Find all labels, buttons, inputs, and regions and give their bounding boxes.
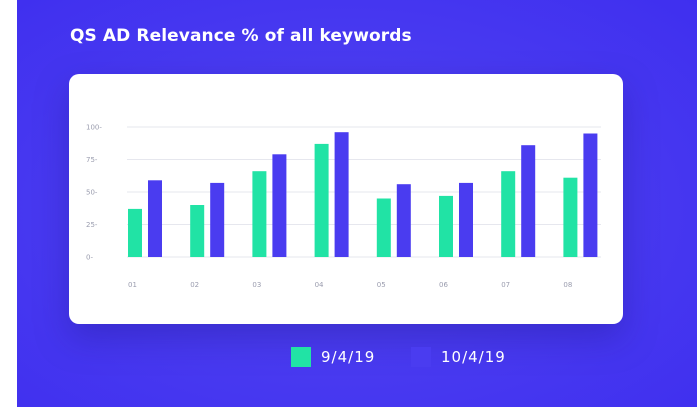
- bar-series-2-06: [459, 182, 473, 257]
- x-tick-label: 08: [563, 281, 572, 289]
- legend-label-series-1: 9/4/19: [321, 348, 376, 366]
- chart-card: 0- 25- 50- 75- 100- 01 02 03 04 05 06 07 08: [69, 74, 623, 324]
- bar-series-1-07: [501, 171, 516, 257]
- y-tick-label: 100-: [86, 124, 102, 132]
- legend-item-series-1: 9/4/19: [291, 344, 375, 370]
- x-tick-label: 02: [190, 281, 199, 289]
- bar-series-2-01: [148, 180, 162, 257]
- bar-chart: 0- 25- 50- 75- 100- 01 02 03 04 05 06 07 08: [86, 124, 601, 289]
- bar-series-2-05: [396, 184, 411, 257]
- x-tick-label: 06: [439, 281, 448, 289]
- bar-series-1-08: [563, 177, 578, 257]
- bar-series-1-03: [252, 171, 267, 257]
- y-tick-label: 25-: [86, 221, 98, 229]
- bar-series-1-01: [128, 208, 142, 257]
- legend-swatch-series-2: [411, 347, 431, 367]
- x-tick-label: 05: [377, 281, 386, 289]
- bar-series-2-08: [583, 133, 598, 257]
- bar-series-1-04: [314, 143, 329, 257]
- x-tick-label: 07: [501, 281, 510, 289]
- bar-series-2-03: [272, 154, 287, 257]
- x-tick-label: 01: [128, 281, 137, 289]
- bar-series-2-07: [521, 145, 536, 257]
- bar-series-1-02: [190, 205, 205, 257]
- legend-swatch-series-1: [291, 347, 311, 367]
- legend: 9/4/19 10/4/19: [0, 344, 697, 370]
- bar-series-2-02: [210, 182, 225, 257]
- bar-series-1-05: [376, 198, 391, 257]
- y-tick-label: 75-: [86, 156, 98, 164]
- x-tick-label: 03: [252, 281, 261, 289]
- bar-series-2-04: [334, 132, 349, 257]
- y-tick-label: 50-: [86, 189, 98, 197]
- legend-item-series-2: 10/4/19: [411, 344, 506, 370]
- legend-label-series-2: 10/4/19: [441, 348, 506, 366]
- bar-series-1-06: [439, 195, 453, 257]
- chart-title: QS AD Relevance % of all keywords: [70, 26, 412, 46]
- y-tick-label: 0-: [86, 254, 93, 262]
- x-tick-label: 04: [315, 281, 324, 289]
